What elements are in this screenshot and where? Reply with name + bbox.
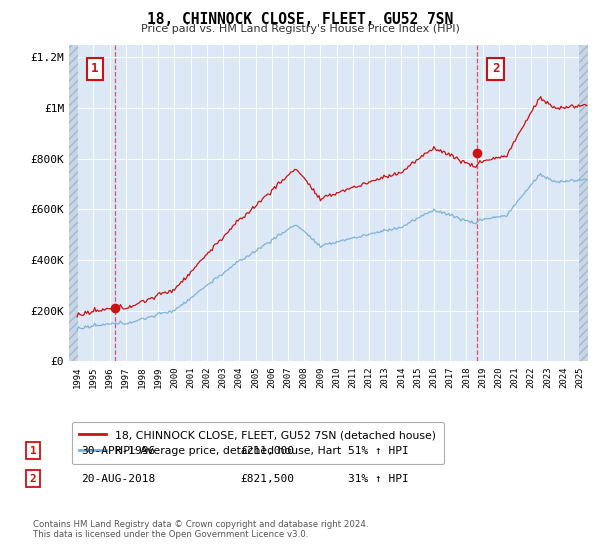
Text: 2: 2	[29, 474, 37, 484]
Text: Price paid vs. HM Land Registry's House Price Index (HPI): Price paid vs. HM Land Registry's House …	[140, 24, 460, 34]
Legend: 18, CHINNOCK CLOSE, FLEET, GU52 7SN (detached house), HPI: Average price, detach: 18, CHINNOCK CLOSE, FLEET, GU52 7SN (det…	[72, 422, 444, 464]
Text: 51% ↑ HPI: 51% ↑ HPI	[348, 446, 409, 456]
Text: 2: 2	[492, 62, 499, 76]
Text: 31% ↑ HPI: 31% ↑ HPI	[348, 474, 409, 484]
Bar	[69, 45, 79, 361]
Text: 18, CHINNOCK CLOSE, FLEET, GU52 7SN: 18, CHINNOCK CLOSE, FLEET, GU52 7SN	[147, 12, 453, 27]
Bar	[578, 45, 588, 361]
Text: 20-AUG-2018: 20-AUG-2018	[81, 474, 155, 484]
Text: Contains HM Land Registry data © Crown copyright and database right 2024.
This d: Contains HM Land Registry data © Crown c…	[33, 520, 368, 539]
Text: 1: 1	[29, 446, 37, 456]
Text: 1: 1	[91, 62, 98, 76]
Text: 30-APR-1996: 30-APR-1996	[81, 446, 155, 456]
Text: £211,000: £211,000	[240, 446, 294, 456]
Text: £821,500: £821,500	[240, 474, 294, 484]
